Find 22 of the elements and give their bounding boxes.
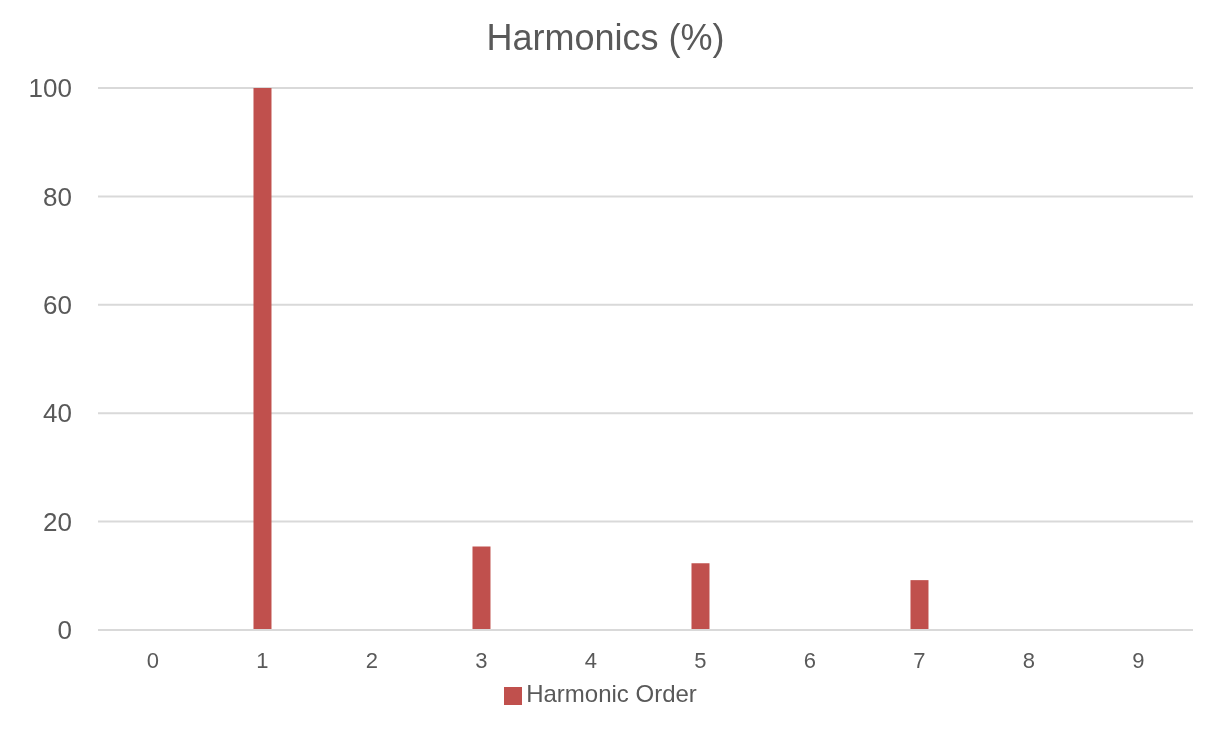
y-tick-label: 100 <box>28 73 72 104</box>
y-tick-label: 60 <box>43 290 72 321</box>
chart-title: Harmonics (%) <box>485 16 726 60</box>
x-tick-label: 4 <box>584 647 597 673</box>
bar <box>472 546 491 630</box>
bar <box>253 88 272 630</box>
y-tick-label: 80 <box>43 181 72 212</box>
y-tick-label: 0 <box>57 615 72 646</box>
bar <box>910 580 929 630</box>
y-tick-label: 40 <box>43 398 72 429</box>
y-tick-label: 20 <box>43 506 72 537</box>
legend-label: Harmonic Order <box>526 680 697 707</box>
x-tick-label: 1 <box>256 647 269 673</box>
bar <box>691 563 710 630</box>
x-tick-label: 5 <box>694 647 707 673</box>
x-tick-label: 0 <box>146 647 159 673</box>
x-tick-label: 3 <box>475 647 488 673</box>
x-tick-label: 2 <box>365 647 378 673</box>
x-tick-label: 8 <box>1022 647 1035 673</box>
x-tick-label: 7 <box>913 647 926 673</box>
x-tick-label: 6 <box>803 647 816 673</box>
x-tick-label: 9 <box>1132 647 1145 673</box>
